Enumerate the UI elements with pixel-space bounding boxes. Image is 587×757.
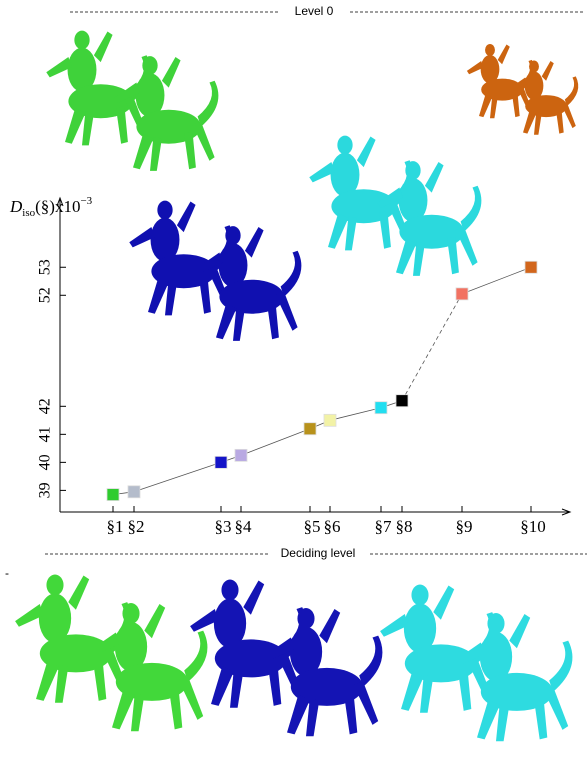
model-blue [129, 200, 302, 341]
deciding-header: Deciding level [45, 545, 587, 563]
x-tick-label: §2 [128, 517, 145, 536]
model-orange [466, 43, 579, 135]
point [524, 260, 538, 274]
y-label-main: D [9, 197, 23, 216]
point [106, 488, 120, 501]
point [214, 455, 228, 469]
y-arrow [56, 196, 64, 207]
model-green-dense [15, 574, 208, 732]
header-gap [278, 3, 350, 21]
x-tick-label: §4 [235, 517, 253, 536]
x-tick-label: §3 [215, 517, 232, 536]
x-tick-label: §8 [396, 517, 413, 536]
x-tick-label: §10 [520, 517, 546, 536]
connector [133, 461, 222, 493]
header-label: Deciding level [281, 546, 356, 560]
header-gap [268, 545, 368, 563]
model-cyan-dense [380, 584, 573, 742]
y-tick-label: 39 [37, 482, 54, 498]
connector [461, 266, 532, 295]
model-green [46, 30, 219, 171]
y-tick-label: 53 [37, 259, 54, 275]
connector [240, 428, 311, 456]
y-tick-label: 41 [37, 426, 54, 442]
x-tick-label: §9 [456, 517, 473, 536]
x-tick-label: §1 [107, 517, 124, 536]
y-tick-label: 52 [37, 287, 54, 303]
point [323, 413, 337, 427]
y-label-sup: −3 [80, 195, 92, 207]
y-axis-label: Diso(§)x10−3 [9, 195, 93, 219]
point [234, 448, 248, 462]
point [374, 401, 388, 415]
point [455, 287, 469, 301]
y-label-mid: (§)x10 [35, 197, 80, 216]
x-arrow [561, 508, 572, 516]
connector [329, 407, 382, 421]
y-label-sub: iso [22, 207, 35, 219]
y-tick-label: 42 [37, 398, 54, 414]
models [15, 30, 579, 742]
x-tick-label: §7 [375, 517, 393, 536]
level0-header: Level 0 [70, 3, 585, 21]
x-tick-label: §5 [304, 517, 321, 536]
point [303, 422, 317, 436]
x-tick-label: §6 [324, 517, 341, 536]
stray-mark: - [5, 566, 9, 580]
model-cyan [309, 135, 482, 276]
axes [56, 196, 572, 516]
model-blue-dense [190, 579, 383, 737]
header-label: Level 0 [295, 4, 334, 18]
point [395, 394, 409, 408]
y-tick-label: 40 [37, 454, 54, 470]
point [127, 485, 141, 499]
connector [401, 293, 463, 401]
